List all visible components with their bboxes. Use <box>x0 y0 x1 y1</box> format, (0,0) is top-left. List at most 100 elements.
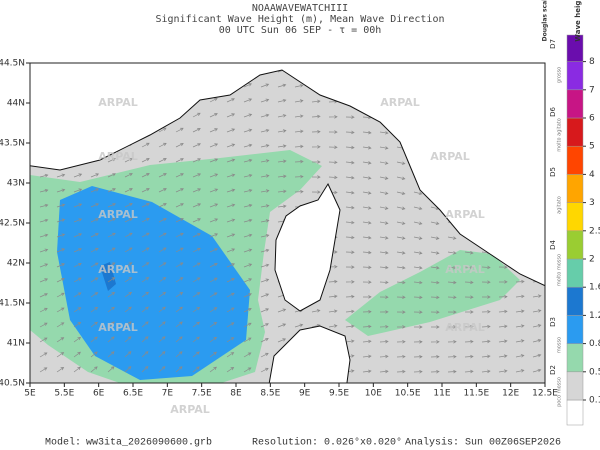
arrow <box>209 128 218 133</box>
arrow <box>447 280 457 285</box>
arrow <box>107 351 115 358</box>
arrow <box>192 277 201 283</box>
arrow <box>90 321 98 328</box>
arrow <box>277 114 287 118</box>
title: NOAAWAVEWATCHIII <box>252 3 348 14</box>
arrow <box>192 188 202 193</box>
arrow <box>447 325 457 329</box>
arrow <box>209 248 218 253</box>
arrow <box>158 336 166 343</box>
arrow <box>107 203 116 208</box>
subtitle: Significant Wave Height (m), Mean Wave D… <box>156 14 445 25</box>
douglas-state: molto mosso <box>557 254 563 286</box>
arrow <box>447 310 457 314</box>
arrow <box>447 340 457 344</box>
arrow <box>39 307 48 313</box>
colorbar-band <box>566 145 584 175</box>
arrow <box>345 130 355 135</box>
colorbar-band <box>566 343 584 373</box>
arrow <box>294 99 304 103</box>
arrow <box>532 353 542 358</box>
arrow <box>362 324 372 329</box>
x-tick-label: 12.5E <box>532 389 558 399</box>
arrow <box>124 321 132 328</box>
arrow <box>413 340 423 344</box>
arrow <box>141 142 150 148</box>
arrow <box>362 176 372 180</box>
colorbar-title: Wave height <box>574 0 582 42</box>
arrow <box>107 262 116 268</box>
arrow <box>175 277 184 283</box>
x-tick-label: 9E <box>299 389 311 399</box>
arrow <box>209 188 219 193</box>
arrow <box>90 233 99 238</box>
arrow <box>39 188 49 193</box>
colorbar-label: 8 <box>589 57 595 67</box>
arrow <box>141 351 149 358</box>
arrow <box>90 247 99 253</box>
arrow <box>175 351 183 358</box>
arrow <box>481 295 491 299</box>
wave-field <box>345 250 520 336</box>
arrow <box>362 339 372 344</box>
colorbar-band <box>566 202 584 232</box>
arrow <box>396 369 406 374</box>
arrow <box>413 191 423 196</box>
arrow <box>73 292 82 298</box>
arrow <box>56 248 66 253</box>
y-tick-label: 43.5N <box>0 139 25 149</box>
arrow <box>141 173 150 178</box>
colorbar-label: 1.6 <box>589 283 600 293</box>
arrow <box>141 277 150 283</box>
arrow <box>56 218 66 223</box>
y-tick-label: 40.5N <box>0 379 25 389</box>
colorbar-band <box>566 34 584 62</box>
arrow <box>396 221 406 225</box>
arrow <box>515 279 525 284</box>
arrow <box>413 280 423 285</box>
arrow <box>39 233 49 238</box>
arrow <box>175 203 184 208</box>
arrow <box>430 325 440 329</box>
arrow <box>328 145 338 149</box>
arrow <box>481 310 491 314</box>
arrow <box>107 158 116 163</box>
footer-resolution: Resolution: 0.026°x0.020° <box>252 437 402 449</box>
arrow <box>277 129 287 133</box>
arrow <box>107 188 116 193</box>
arrow <box>379 325 389 329</box>
arrow <box>464 295 474 299</box>
colorbar-band <box>566 89 584 119</box>
watermark: ARPAL <box>445 208 485 221</box>
arrow <box>328 294 338 299</box>
arrow <box>243 367 252 373</box>
arrow <box>243 158 253 163</box>
arrow <box>158 321 166 328</box>
arrow <box>277 338 287 343</box>
arrow <box>243 263 253 268</box>
arrow <box>260 367 269 373</box>
arrow <box>107 218 116 223</box>
arrow <box>379 236 389 240</box>
y-tick-label: 42N <box>7 259 25 269</box>
x-tick-label: 12E <box>502 389 519 399</box>
arrow <box>141 202 150 208</box>
arrow <box>481 339 491 344</box>
arrow <box>141 321 149 328</box>
arrow <box>39 278 49 283</box>
arrow <box>175 306 183 313</box>
arrow <box>379 131 389 135</box>
corsica <box>274 182 341 312</box>
x-tick-label: 9.5E <box>329 389 349 399</box>
arrow <box>464 354 474 359</box>
watermark: ARPAL <box>98 208 138 221</box>
douglas-code: D3 <box>549 317 557 327</box>
arrow <box>362 295 372 299</box>
arrow <box>158 203 167 208</box>
arrow <box>430 280 440 285</box>
arrow <box>192 218 201 223</box>
arrow <box>90 277 99 283</box>
arrow <box>90 218 99 223</box>
arrow <box>362 206 372 210</box>
arrow <box>141 247 150 253</box>
